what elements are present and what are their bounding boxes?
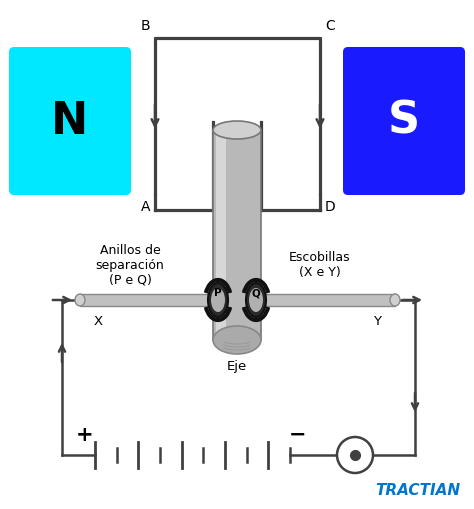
FancyBboxPatch shape [9, 47, 131, 195]
Bar [213, 130, 261, 340]
Ellipse shape [208, 283, 228, 317]
Text: Eje: Eje [227, 360, 247, 373]
Text: +: + [76, 425, 94, 445]
Text: Anillos de
separación
(P e Q): Anillos de separación (P e Q) [96, 243, 164, 287]
Ellipse shape [246, 283, 266, 317]
Text: D: D [325, 200, 336, 214]
Text: Q: Q [252, 288, 260, 298]
Ellipse shape [213, 326, 261, 354]
Ellipse shape [213, 121, 261, 139]
Text: P: P [214, 288, 222, 298]
Text: X: X [93, 315, 102, 328]
Text: C: C [325, 19, 335, 33]
Ellipse shape [75, 294, 85, 306]
Bar [216, 134, 226, 336]
Text: A: A [140, 200, 150, 214]
Text: TRACTIAN: TRACTIAN [375, 483, 460, 498]
Bar [80, 294, 395, 306]
Text: −: − [289, 425, 307, 445]
Bar [213, 130, 261, 340]
Ellipse shape [211, 288, 225, 312]
Circle shape [337, 437, 373, 473]
FancyBboxPatch shape [343, 47, 465, 195]
Text: N: N [51, 99, 89, 143]
Ellipse shape [390, 294, 400, 306]
Text: Y: Y [373, 315, 381, 328]
Text: S: S [388, 99, 420, 143]
Ellipse shape [249, 288, 263, 312]
Text: B: B [140, 19, 150, 33]
Text: Escobillas
(X e Y): Escobillas (X e Y) [289, 251, 351, 279]
